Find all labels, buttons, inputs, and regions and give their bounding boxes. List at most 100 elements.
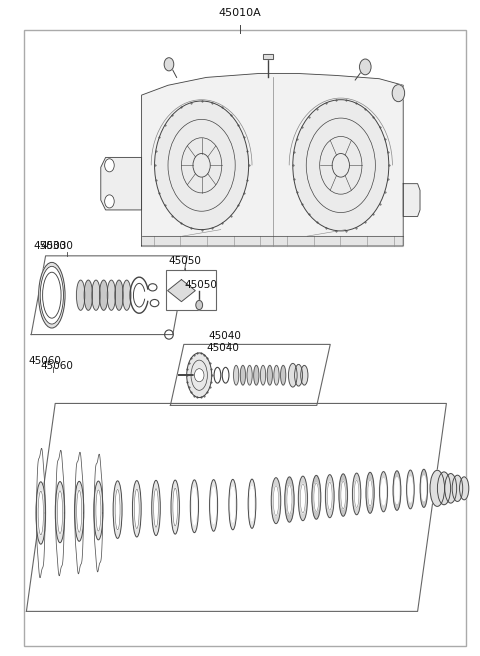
Ellipse shape bbox=[261, 365, 265, 385]
Polygon shape bbox=[26, 403, 446, 611]
Ellipse shape bbox=[107, 280, 116, 310]
Polygon shape bbox=[168, 279, 195, 302]
Ellipse shape bbox=[154, 489, 158, 527]
Ellipse shape bbox=[325, 475, 334, 518]
Text: 45030: 45030 bbox=[41, 241, 73, 251]
Ellipse shape bbox=[267, 365, 272, 385]
Ellipse shape bbox=[211, 487, 216, 523]
Ellipse shape bbox=[187, 353, 212, 398]
Ellipse shape bbox=[38, 262, 65, 328]
Ellipse shape bbox=[327, 482, 332, 510]
Ellipse shape bbox=[366, 472, 374, 513]
Bar bbox=[263, 54, 273, 59]
Ellipse shape bbox=[229, 480, 237, 530]
Ellipse shape bbox=[74, 482, 84, 541]
Ellipse shape bbox=[43, 272, 61, 318]
Ellipse shape bbox=[300, 484, 305, 513]
Text: 45060: 45060 bbox=[29, 356, 61, 366]
Ellipse shape bbox=[171, 480, 180, 534]
Polygon shape bbox=[142, 73, 403, 246]
Ellipse shape bbox=[113, 481, 122, 539]
Ellipse shape bbox=[173, 488, 178, 526]
Ellipse shape bbox=[115, 489, 120, 530]
Ellipse shape bbox=[96, 490, 101, 531]
Text: 45010A: 45010A bbox=[218, 9, 262, 18]
Ellipse shape bbox=[152, 480, 160, 535]
Ellipse shape bbox=[240, 365, 245, 385]
Ellipse shape bbox=[459, 477, 469, 500]
Ellipse shape bbox=[134, 489, 139, 529]
Text: 45050: 45050 bbox=[185, 280, 217, 290]
Ellipse shape bbox=[281, 365, 286, 385]
Ellipse shape bbox=[122, 280, 131, 310]
Polygon shape bbox=[101, 157, 142, 210]
Ellipse shape bbox=[407, 470, 414, 509]
Circle shape bbox=[105, 195, 114, 208]
Bar bbox=[166, 270, 216, 310]
Ellipse shape bbox=[247, 365, 252, 385]
Ellipse shape bbox=[55, 482, 65, 543]
Text: 45040: 45040 bbox=[209, 331, 241, 341]
Ellipse shape bbox=[38, 491, 44, 535]
Ellipse shape bbox=[40, 266, 63, 324]
Circle shape bbox=[392, 85, 405, 102]
Ellipse shape bbox=[234, 365, 239, 385]
Circle shape bbox=[360, 59, 371, 75]
Ellipse shape bbox=[341, 482, 346, 509]
Ellipse shape bbox=[352, 473, 361, 515]
Ellipse shape bbox=[445, 474, 456, 503]
Circle shape bbox=[293, 100, 389, 231]
Polygon shape bbox=[31, 256, 187, 335]
Ellipse shape bbox=[248, 479, 256, 528]
Ellipse shape bbox=[393, 471, 401, 510]
Ellipse shape bbox=[76, 280, 85, 310]
Ellipse shape bbox=[210, 480, 217, 531]
Ellipse shape bbox=[250, 487, 254, 521]
Ellipse shape bbox=[271, 478, 281, 523]
Circle shape bbox=[155, 101, 249, 230]
Text: 45030: 45030 bbox=[34, 241, 66, 251]
Ellipse shape bbox=[312, 476, 321, 519]
Ellipse shape bbox=[287, 485, 292, 514]
Ellipse shape bbox=[314, 483, 319, 512]
Ellipse shape bbox=[274, 365, 279, 385]
Ellipse shape bbox=[430, 470, 444, 506]
Ellipse shape bbox=[84, 280, 93, 310]
Ellipse shape bbox=[92, 280, 100, 310]
Ellipse shape bbox=[395, 478, 399, 503]
Text: 45050: 45050 bbox=[168, 256, 201, 266]
Text: 45060: 45060 bbox=[41, 361, 73, 371]
Ellipse shape bbox=[368, 480, 372, 506]
Polygon shape bbox=[403, 184, 420, 216]
Circle shape bbox=[105, 159, 114, 172]
Ellipse shape bbox=[94, 481, 103, 540]
Ellipse shape bbox=[231, 487, 235, 522]
Ellipse shape bbox=[298, 476, 307, 521]
Ellipse shape bbox=[300, 365, 308, 385]
Ellipse shape bbox=[274, 485, 278, 516]
Ellipse shape bbox=[422, 476, 426, 501]
Ellipse shape bbox=[295, 365, 302, 386]
Ellipse shape bbox=[254, 365, 259, 385]
Ellipse shape bbox=[437, 472, 451, 504]
Ellipse shape bbox=[132, 481, 141, 537]
Ellipse shape bbox=[190, 480, 199, 533]
Ellipse shape bbox=[99, 280, 108, 310]
Bar bbox=[263, 54, 273, 59]
Ellipse shape bbox=[58, 491, 62, 533]
Ellipse shape bbox=[381, 479, 386, 504]
Ellipse shape bbox=[77, 490, 82, 532]
Ellipse shape bbox=[354, 480, 359, 508]
Ellipse shape bbox=[420, 469, 428, 507]
Ellipse shape bbox=[115, 280, 123, 310]
Ellipse shape bbox=[285, 477, 294, 522]
Ellipse shape bbox=[408, 477, 412, 502]
Ellipse shape bbox=[36, 482, 46, 544]
Polygon shape bbox=[142, 236, 403, 246]
Circle shape bbox=[164, 58, 174, 71]
Ellipse shape bbox=[288, 363, 297, 387]
Text: 45040: 45040 bbox=[206, 343, 239, 353]
Polygon shape bbox=[170, 344, 330, 405]
Ellipse shape bbox=[192, 488, 197, 525]
Ellipse shape bbox=[339, 474, 348, 516]
